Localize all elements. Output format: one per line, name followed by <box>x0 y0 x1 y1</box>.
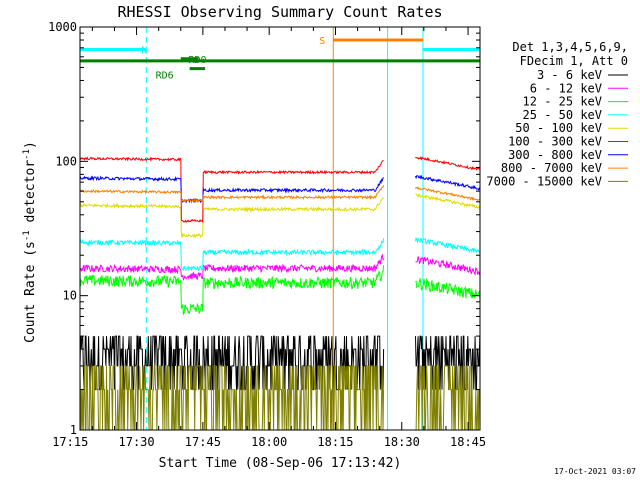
x-tick-label: 18:45 <box>450 435 486 449</box>
legend-entry-label: 7000 - 15000 keV <box>486 174 602 188</box>
series-1 <box>79 253 481 281</box>
legend-entry-label: 25 - 50 keV <box>523 108 602 122</box>
y-axis-label: Count Rate (s-1 detector-1) <box>22 141 38 343</box>
series-line-1-1 <box>415 256 481 276</box>
series-line-4-0 <box>79 197 384 239</box>
series-line-5-0 <box>79 156 384 224</box>
series-3 <box>79 237 481 272</box>
series-7 <box>79 185 480 204</box>
series-line-6-0 <box>79 175 384 204</box>
series-line-8-0 <box>79 365 385 431</box>
series-line-5-1 <box>415 156 480 171</box>
series-line-1-0 <box>79 253 385 281</box>
legend-entry-label: 6 - 12 keV <box>530 81 602 95</box>
legend-entry-label: 3 - 6 keV <box>537 68 602 82</box>
legend-entry-label: 12 - 25 keV <box>523 95 602 109</box>
series-5 <box>79 156 480 224</box>
legend-entry-label: 800 - 7000 keV <box>501 161 602 175</box>
x-tick-label: 18:00 <box>251 435 287 449</box>
series-line-7-0 <box>79 185 385 204</box>
chart-title: RHESSI Observing Summary Count Rates <box>117 3 442 21</box>
y-tick-label: 1 <box>70 423 77 437</box>
series-line-7-1 <box>415 186 480 202</box>
series-6 <box>79 174 481 204</box>
y-tick-label: 10 <box>63 289 77 303</box>
x-tick-label: 18:30 <box>384 435 420 449</box>
legend-header-line-1: Det 1,3,4,5,6,9, <box>512 40 628 54</box>
axes-frame <box>79 26 481 431</box>
generation-timestamp: 17-Oct-2021 03:07 <box>554 467 636 476</box>
y-tick-label: 1000 <box>48 20 77 34</box>
x-tick-label: 18:15 <box>317 435 353 449</box>
flag-label-1: S <box>319 36 325 47</box>
series-line-6-1 <box>415 174 481 191</box>
flag-label-4: RD0 <box>188 55 206 66</box>
series-8 <box>79 365 480 431</box>
series-2 <box>79 265 481 316</box>
x-axis-label: Start Time (08-Sep-06 17:13:42) <box>159 456 402 471</box>
x-tick-label: 17:30 <box>119 435 155 449</box>
series-line-3-0 <box>79 238 385 272</box>
legend: Det 1,3,4,5,6,9, FDecim 1, Att 0 3 - 6 k… <box>486 40 628 188</box>
series-line-2-0 <box>79 265 385 316</box>
series-4 <box>79 193 481 239</box>
series-line-2-1 <box>415 277 481 299</box>
legend-entry-label: 50 - 100 keV <box>515 121 602 135</box>
series-line-4-1 <box>415 193 481 210</box>
flag-label-0: N <box>141 45 147 56</box>
legend-header-line-2: FDecim 1, Att 0 <box>520 54 628 68</box>
axes: 1 10 100 1000 17:15 17:30 17:45 18:00 18:15 18:30… <box>48 20 486 449</box>
x-tick-label: 17:15 <box>52 435 88 449</box>
series-line-3-1 <box>415 237 481 254</box>
legend-entry-label: 300 - 800 keV <box>508 148 602 162</box>
x-tick-label: 17:45 <box>185 435 221 449</box>
y-tick-label: 100 <box>55 154 77 168</box>
legend-entry-label: 100 - 300 keV <box>508 135 602 149</box>
series-line-0-1 <box>415 335 481 391</box>
plot-area: N S RD6 RD0 <box>79 27 481 431</box>
flag-label-3: RD6 <box>156 71 174 82</box>
